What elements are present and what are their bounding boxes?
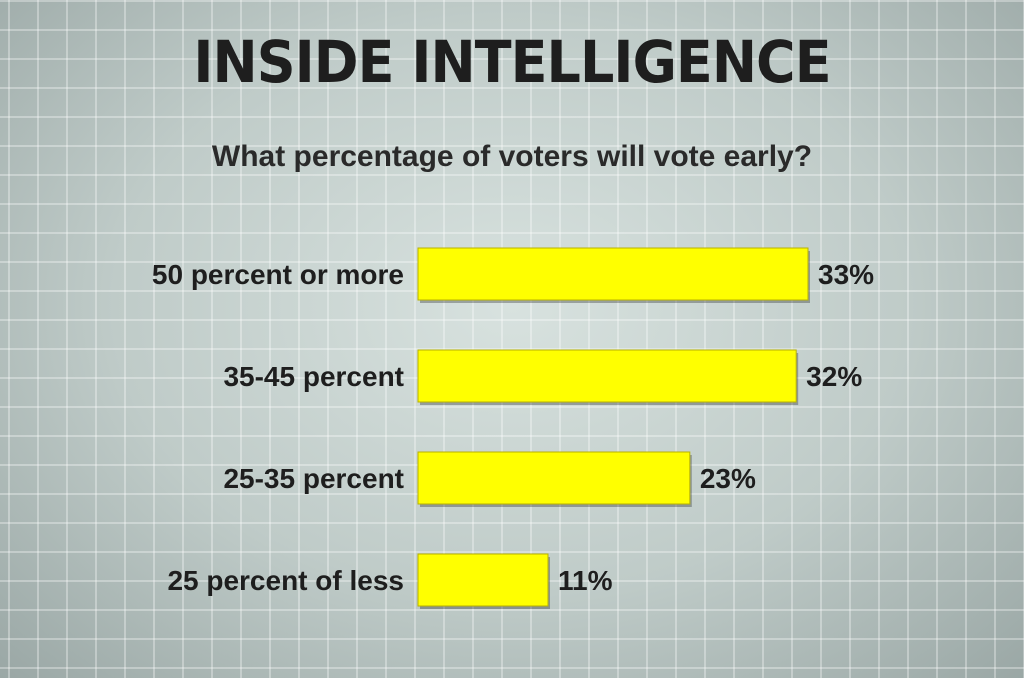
bar	[417, 349, 797, 403]
category-label: 35-45 percent	[223, 361, 404, 392]
value-label: 33%	[818, 259, 874, 290]
bar	[417, 553, 549, 607]
bar	[417, 451, 691, 505]
bar	[417, 247, 809, 301]
category-label: 25-35 percent	[223, 463, 404, 494]
value-label: 11%	[558, 565, 613, 596]
category-label: 25 percent of less	[167, 565, 404, 596]
category-label: 50 percent or more	[152, 259, 404, 290]
chart-subtitle: What percentage of voters will vote earl…	[211, 140, 813, 173]
value-label: 23%	[700, 463, 756, 494]
chart-title: INSIDE INTELLIGENCE	[193, 28, 831, 96]
value-label: 32%	[806, 361, 862, 392]
